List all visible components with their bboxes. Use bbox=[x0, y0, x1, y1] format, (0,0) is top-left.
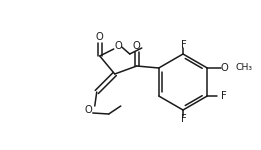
Text: O: O bbox=[220, 63, 228, 73]
Text: F: F bbox=[181, 114, 187, 124]
Text: F: F bbox=[181, 40, 187, 50]
Text: F: F bbox=[221, 91, 227, 101]
Text: O: O bbox=[85, 105, 93, 115]
Text: O: O bbox=[115, 41, 123, 51]
Text: CH₃: CH₃ bbox=[235, 63, 252, 72]
Text: O: O bbox=[133, 41, 141, 51]
Text: O: O bbox=[96, 32, 104, 42]
